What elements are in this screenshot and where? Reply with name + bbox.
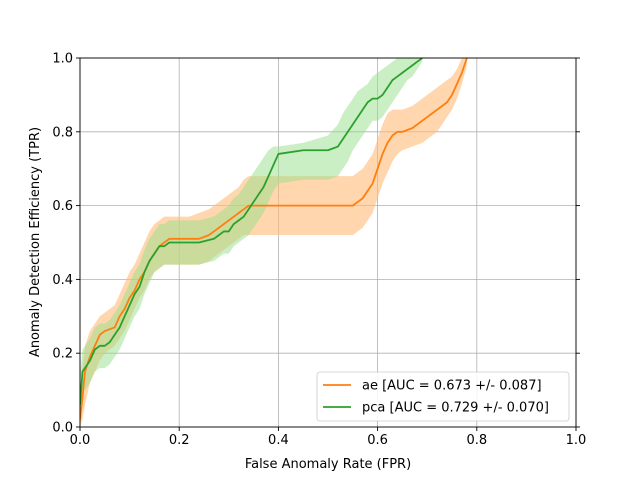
y-axis-label: Anomaly Detection Efficiency (TPR) — [28, 127, 43, 357]
legend-label-0: ae [AUC = 0.673 +/- 0.087] — [362, 379, 542, 394]
legend: ae [AUC = 0.673 +/- 0.087] pca [AUC = 0.7… — [316, 371, 570, 422]
y-tick-label: 0.4 — [52, 273, 73, 288]
x-tick-label: 0.6 — [367, 433, 388, 448]
x-tick-label: 0.4 — [268, 433, 289, 448]
y-tick-label: 1.0 — [52, 52, 73, 67]
axes: 0.0 0.2 0.4 0.6 0.8 1.0 0.0 0.2 0.4 0.6 0.8 1.0 — [52, 52, 586, 449]
x-tick-label: 0.0 — [70, 433, 91, 448]
axes-frame — [79, 57, 577, 428]
y-tick-label: 0.8 — [52, 125, 73, 140]
x-tick-label: 0.2 — [169, 433, 190, 448]
y-tick-label: 0.6 — [52, 199, 73, 214]
y-tick-label: 0.2 — [52, 347, 73, 362]
y-tick-label: 0.0 — [52, 421, 73, 436]
legend-label-1: pca [AUC = 0.729 +/- 0.070] — [362, 401, 549, 416]
series-line-1 — [80, 58, 423, 405]
x-axis-label: False Anomaly Rate (FPR) — [245, 457, 411, 472]
x-tick-label: 0.8 — [466, 433, 487, 448]
legend-box — [316, 371, 570, 422]
plot-area — [80, 58, 468, 427]
series-band-1 — [80, 58, 423, 427]
x-tick-label: 1.0 — [566, 433, 587, 448]
series-line-0 — [80, 58, 468, 420]
